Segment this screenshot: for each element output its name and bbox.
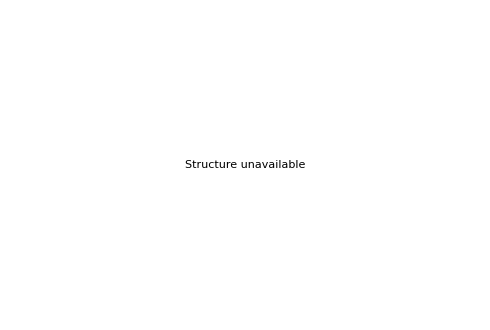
Text: Structure unavailable: Structure unavailable	[185, 160, 305, 170]
